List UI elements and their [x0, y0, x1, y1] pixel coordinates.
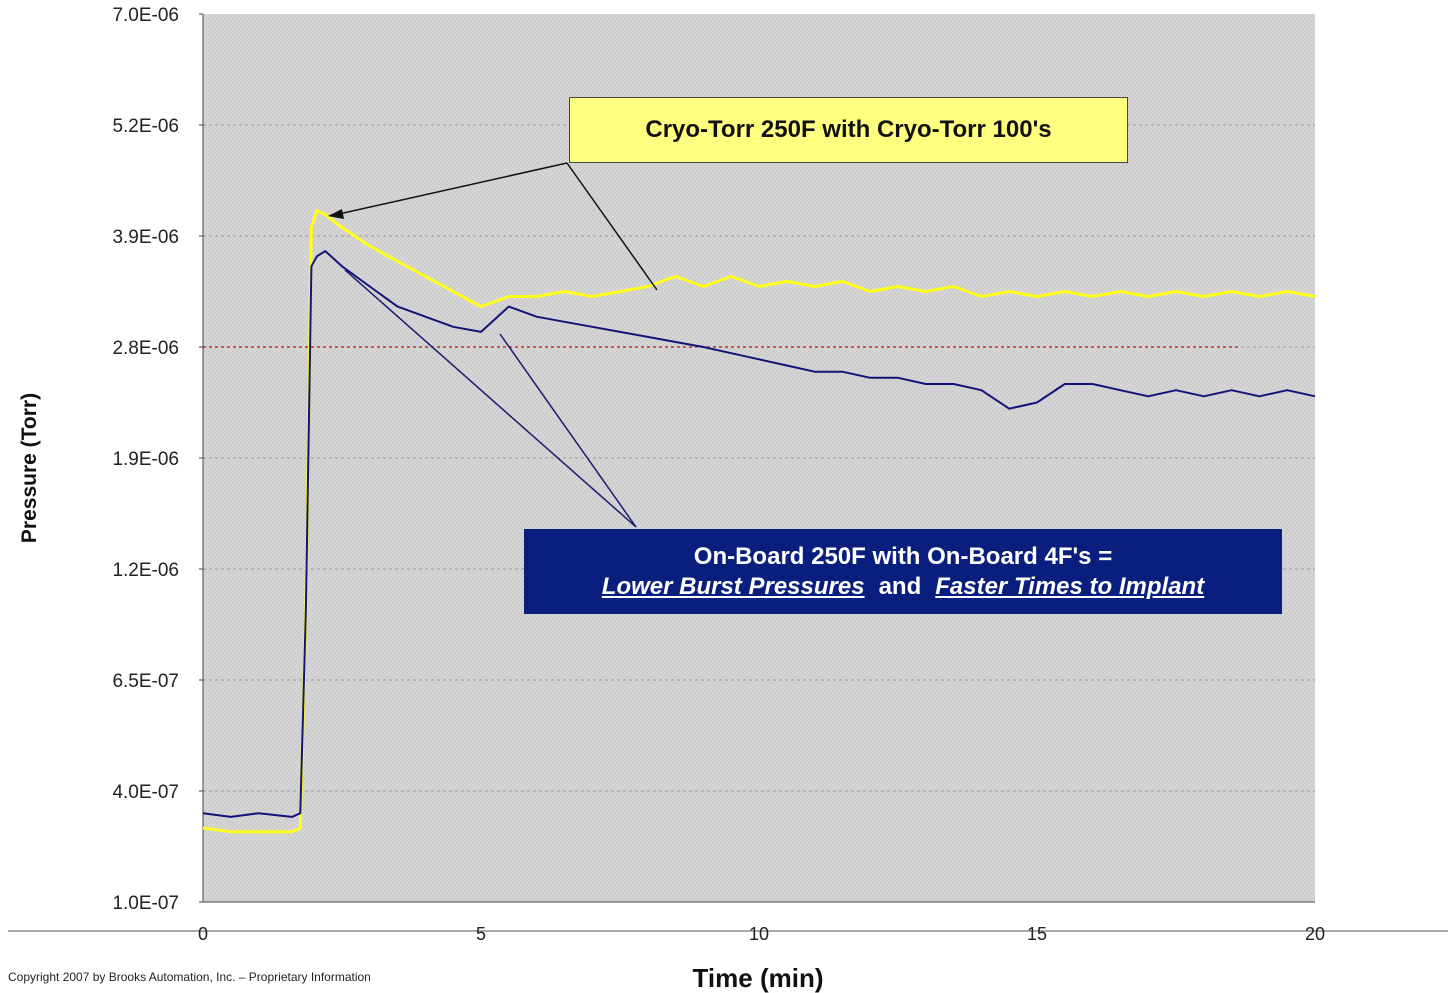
y-tick-label: 1.2E-06: [112, 560, 179, 581]
x-tick-labels: 0 5 10 15 20: [198, 924, 1325, 944]
x-tick-label: 20: [1305, 924, 1325, 944]
y-tick-label: 2.8E-06: [112, 338, 179, 359]
x-tick-label: 0: [198, 924, 208, 944]
on-board-annotation: On-Board 250F with On-Board 4F's = Lower…: [524, 529, 1282, 614]
y-tick-label: 6.5E-07: [112, 671, 179, 692]
x-tick-label: 15: [1027, 924, 1047, 944]
y-tick-label: 5.2E-06: [112, 116, 179, 137]
blue-connector-line-1: [344, 269, 637, 528]
x-tick-label: 10: [749, 924, 769, 944]
y-tick-label: 3.9E-06: [112, 227, 179, 248]
on-board-annotation-line1: On-Board 250F with On-Board 4F's =: [693, 542, 1113, 570]
x-tick-label: 5: [476, 924, 486, 944]
copyright-notice: Copyright 2007 by Brooks Automation, Inc…: [8, 970, 371, 984]
cryo-torr-annotation-text: Cryo-Torr 250F with Cryo-Torr 100's: [645, 116, 1052, 143]
yellow-arrow-line: [329, 162, 568, 217]
series-line-blue: [202, 250, 1316, 818]
yellow-connector-line: [566, 162, 658, 291]
y-axis-title: Pressure (Torr): [18, 393, 41, 543]
annotation-arrows: [328, 162, 658, 528]
y-tick-label: 4.0E-07: [112, 782, 179, 803]
lower-burst-pressures-text: Lower Burst Pressures: [601, 572, 865, 600]
y-tick-label: 1.0E-07: [112, 893, 179, 914]
y-tick-label: 1.9E-06: [112, 449, 179, 470]
and-text: and: [878, 572, 922, 600]
y-tick-labels: 7.0E-06 5.2E-06 3.9E-06 2.8E-06 1.9E-06 1.2E-…: [112, 5, 203, 914]
faster-times-text: Faster Times to Implant: [935, 572, 1205, 600]
yellow-arrow-head: [328, 209, 344, 219]
cryo-torr-annotation: Cryo-Torr 250F with Cryo-Torr 100's: [569, 97, 1128, 163]
series-line-yellow: [202, 208, 1316, 834]
y-tick-label: 7.0E-06: [112, 5, 179, 26]
series-group: [202, 208, 1316, 834]
blue-connector-line-2: [499, 333, 637, 528]
x-axis-title: Time (min): [693, 963, 824, 993]
on-board-annotation-line2: Lower Burst Pressures and Faster Times to …: [602, 573, 1204, 601]
